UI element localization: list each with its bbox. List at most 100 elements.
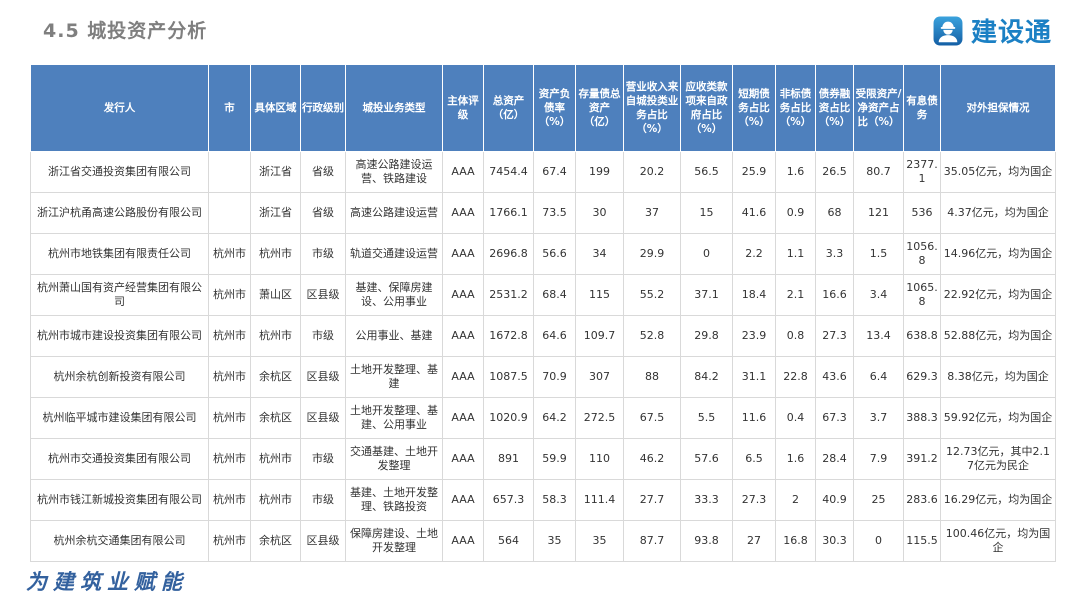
table-cell: 区县级 xyxy=(300,520,346,562)
table-cell: 35 xyxy=(533,520,576,562)
table-cell: 52.8 xyxy=(623,315,681,357)
table-cell: 41.6 xyxy=(732,192,776,234)
table-cell: 27.3 xyxy=(815,315,854,357)
column-header-9: 存量债总资产（亿） xyxy=(575,64,624,152)
column-header-15: 受限资产/净资产占比（%） xyxy=(853,64,904,152)
city-investment-asset-table: 发行人市具体区域 行政级别 城投业务类型 主体评级 总资产（亿） 资产负债率（%） 存量债总… xyxy=(30,64,1056,562)
table-cell: 余杭区 xyxy=(250,520,301,562)
table-cell: 杭州临平城市建设集团有限公司 xyxy=(30,397,209,439)
table-cell: 5.5 xyxy=(680,397,733,439)
table-cell: 1020.9 xyxy=(483,397,534,439)
table-cell: 7.9 xyxy=(853,438,904,480)
table-cell: 杭州市 xyxy=(250,438,301,480)
table-cell: 0 xyxy=(853,520,904,562)
table-cell: 杭州萧山国有资产经营集团有限公司 xyxy=(30,274,209,316)
table-cell: 杭州市 xyxy=(250,233,301,275)
table-cell: 26.5 xyxy=(815,151,854,193)
table-cell: 18.4 xyxy=(732,274,776,316)
table-cell: 杭州市 xyxy=(208,233,251,275)
table-cell: 27 xyxy=(732,520,776,562)
table-cell: 57.6 xyxy=(680,438,733,480)
table-cell: 杭州市交通投资集团有限公司 xyxy=(30,438,209,480)
table-cell: 29.9 xyxy=(623,233,681,275)
table-cell: 杭州市 xyxy=(208,397,251,439)
column-header-6: 主体评级 xyxy=(442,64,484,152)
footer-slogan: 为建筑业赋能 xyxy=(26,569,188,594)
table-cell: 区县级 xyxy=(300,397,346,439)
table-cell: 0 xyxy=(680,233,733,275)
logo: 建设通 xyxy=(933,12,1052,49)
table-cell: 基建、保障房建设、公用事业 xyxy=(345,274,443,316)
table-cell: 891 xyxy=(483,438,534,480)
table-row: 杭州临平城市建设集团有限公司 杭州市 余杭区 区县级 土地开发整理、基建、公用事业 AAA… xyxy=(30,397,1056,439)
column-header-8: 资产负债率（%） xyxy=(533,64,576,152)
table-cell: 2.1 xyxy=(775,274,816,316)
table-cell: 59.9 xyxy=(533,438,576,480)
table-cell: 67.3 xyxy=(815,397,854,439)
table-cell: 80.7 xyxy=(853,151,904,193)
table-cell: 6.5 xyxy=(732,438,776,480)
table-cell: 土地开发整理、基建 xyxy=(345,356,443,398)
table-cell: AAA xyxy=(442,233,484,275)
table-cell: AAA xyxy=(442,151,484,193)
table-cell: 杭州市 xyxy=(250,315,301,357)
table-cell: 杭州余杭交通集团有限公司 xyxy=(30,520,209,562)
table-cell: 391.2 xyxy=(903,438,941,480)
table-cell: 高速公路建设运营 xyxy=(345,192,443,234)
logo-text: 建设通 xyxy=(970,18,1052,48)
table-cell: 22.92亿元，均为国企 xyxy=(940,274,1056,316)
table-cell: 1672.8 xyxy=(483,315,534,357)
table-cell: 68.4 xyxy=(533,274,576,316)
table-cell: 保障房建设、土地开发整理 xyxy=(345,520,443,562)
table-cell: 46.2 xyxy=(623,438,681,480)
table-cell: 2.2 xyxy=(732,233,776,275)
table-cell: 杭州市 xyxy=(250,479,301,521)
column-header-13: 非标债务占比（%） xyxy=(775,64,816,152)
table-cell: 20.2 xyxy=(623,151,681,193)
table-row: 浙江沪杭甬高速公路股份有限公司 浙江省 省级 高速公路建设运营 AAA 1766.1 73.… xyxy=(30,192,1056,234)
table-cell: 15 xyxy=(680,192,733,234)
table-cell: 市级 xyxy=(300,438,346,480)
table-cell: 16.29亿元，均为国企 xyxy=(940,479,1056,521)
table-cell: 88 xyxy=(623,356,681,398)
table-cell: AAA xyxy=(442,315,484,357)
table-cell: AAA xyxy=(442,274,484,316)
table-cell: 杭州市钱江新城投资集团有限公司 xyxy=(30,479,209,521)
table-cell: 121 xyxy=(853,192,904,234)
table-cell: 536 xyxy=(903,192,941,234)
table-cell: 40.9 xyxy=(815,479,854,521)
table-cell: 杭州市 xyxy=(208,274,251,316)
table-cell: 30 xyxy=(575,192,624,234)
table-cell: AAA xyxy=(442,192,484,234)
column-header-11: 应收类款项来自政府占比（%） xyxy=(680,64,733,152)
table-row: 杭州市城市建设投资集团有限公司 杭州市 杭州市 市级 公用事业、基建 AAA 1672.8 6… xyxy=(30,315,1056,357)
table-cell: 68 xyxy=(815,192,854,234)
table-cell: 省级 xyxy=(300,192,346,234)
table-cell: 84.2 xyxy=(680,356,733,398)
table-cell: 100.46亿元，均为国企 xyxy=(940,520,1056,562)
table-row: 杭州市钱江新城投资集团有限公司 杭州市 杭州市 市级 基建、土地开发整理、铁路投资 AAA… xyxy=(30,479,1056,521)
table-cell: 6.4 xyxy=(853,356,904,398)
table-cell: 307 xyxy=(575,356,624,398)
table-cell: 37 xyxy=(623,192,681,234)
table-cell: 28.4 xyxy=(815,438,854,480)
table-cell: 115 xyxy=(575,274,624,316)
table-cell: 110 xyxy=(575,438,624,480)
table-cell: 1.6 xyxy=(775,438,816,480)
table-cell: AAA xyxy=(442,479,484,521)
table-cell: 59.92亿元，均为国企 xyxy=(940,397,1056,439)
table-cell: 34 xyxy=(575,233,624,275)
table-cell: 11.6 xyxy=(732,397,776,439)
table-cell: 70.9 xyxy=(533,356,576,398)
table-cell: 区县级 xyxy=(300,274,346,316)
table-cell: 杭州市 xyxy=(208,479,251,521)
column-header-3: 具体区域 xyxy=(250,64,301,152)
table-cell: 8.38亿元，均为国企 xyxy=(940,356,1056,398)
table-cell: 564 xyxy=(483,520,534,562)
table-cell: AAA xyxy=(442,520,484,562)
table-cell: 388.3 xyxy=(903,397,941,439)
table-cell: 0.4 xyxy=(775,397,816,439)
table-cell: 杭州市 xyxy=(208,356,251,398)
table-cell: 公用事业、基建 xyxy=(345,315,443,357)
table-cell: 31.1 xyxy=(732,356,776,398)
